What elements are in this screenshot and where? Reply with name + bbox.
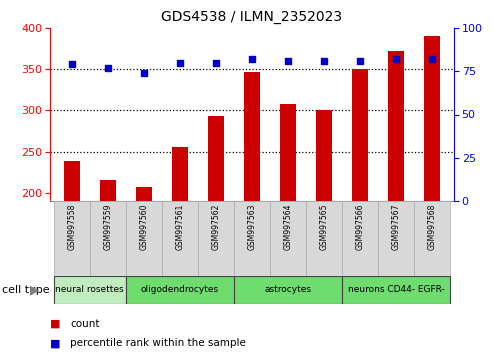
Text: GSM997561: GSM997561 xyxy=(175,203,184,250)
Text: ■: ■ xyxy=(50,319,60,329)
Bar xyxy=(234,201,270,276)
Point xyxy=(248,56,256,62)
Bar xyxy=(126,201,162,276)
Bar xyxy=(388,51,404,201)
Text: GSM997564: GSM997564 xyxy=(283,203,292,250)
Text: cell type: cell type xyxy=(2,285,50,295)
Point xyxy=(104,65,112,70)
Point xyxy=(284,58,292,64)
Bar xyxy=(172,147,188,201)
Text: GSM997562: GSM997562 xyxy=(212,203,221,250)
Bar xyxy=(53,201,90,276)
Text: GSM997563: GSM997563 xyxy=(248,203,256,250)
Bar xyxy=(53,276,126,304)
Text: GSM997566: GSM997566 xyxy=(356,203,365,250)
Text: count: count xyxy=(70,319,99,329)
Bar xyxy=(90,201,126,276)
Point xyxy=(356,58,364,64)
Point xyxy=(320,58,328,64)
Bar xyxy=(198,201,234,276)
Bar xyxy=(270,201,306,276)
Bar xyxy=(280,104,296,201)
Point xyxy=(392,56,400,62)
Text: GSM997559: GSM997559 xyxy=(103,203,112,250)
Bar xyxy=(100,179,116,201)
Point xyxy=(140,70,148,76)
Point xyxy=(68,62,76,67)
Point xyxy=(212,60,220,65)
Text: GSM997568: GSM997568 xyxy=(428,203,437,250)
Bar xyxy=(414,201,451,276)
Bar xyxy=(378,201,414,276)
Bar xyxy=(63,161,80,201)
Bar xyxy=(306,201,342,276)
Title: GDS4538 / ILMN_2352023: GDS4538 / ILMN_2352023 xyxy=(162,10,342,24)
Text: ■: ■ xyxy=(50,338,60,348)
Bar xyxy=(136,187,152,201)
Bar xyxy=(342,201,378,276)
Text: neurons CD44- EGFR-: neurons CD44- EGFR- xyxy=(348,285,445,295)
Bar xyxy=(316,110,332,201)
Bar xyxy=(126,276,234,304)
Point xyxy=(176,60,184,65)
Bar xyxy=(424,36,441,201)
Text: GSM997565: GSM997565 xyxy=(320,203,329,250)
Bar xyxy=(162,201,198,276)
Text: oligodendrocytes: oligodendrocytes xyxy=(141,285,219,295)
Bar xyxy=(234,276,342,304)
Text: GSM997567: GSM997567 xyxy=(392,203,401,250)
Bar xyxy=(342,276,451,304)
Text: percentile rank within the sample: percentile rank within the sample xyxy=(70,338,246,348)
Text: ▶: ▶ xyxy=(30,284,39,297)
Point xyxy=(428,56,436,62)
Bar xyxy=(244,72,260,201)
Bar xyxy=(352,69,368,201)
Text: GSM997558: GSM997558 xyxy=(67,203,76,250)
Text: astrocytes: astrocytes xyxy=(264,285,311,295)
Text: neural rosettes: neural rosettes xyxy=(55,285,124,295)
Text: GSM997560: GSM997560 xyxy=(139,203,148,250)
Bar xyxy=(208,116,224,201)
